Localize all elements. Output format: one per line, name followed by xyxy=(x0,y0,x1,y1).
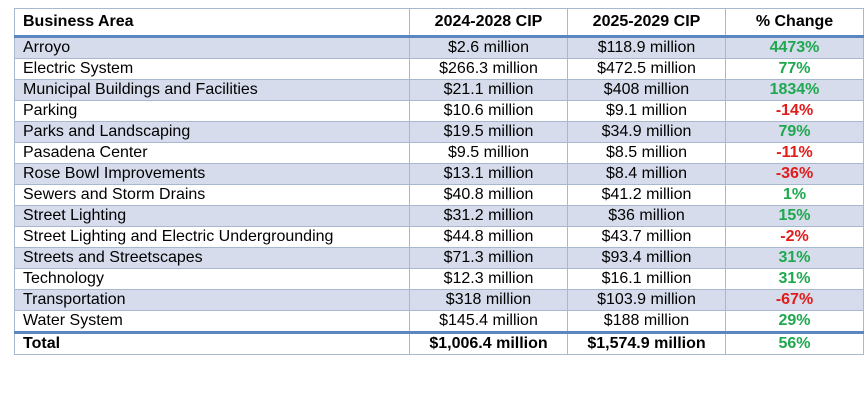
cell-business-area: Streets and Streetscapes xyxy=(14,247,410,269)
cell-2025-2029-cip: $472.5 million xyxy=(567,58,726,80)
table-row: Transportation $318 million $103.9 million… xyxy=(14,289,864,311)
header-2024-2028-cip: 2024-2028 CIP xyxy=(409,8,568,38)
cell-2025-2029-cip: $41.2 million xyxy=(567,184,726,206)
cell-total-label: Total xyxy=(14,331,410,355)
table-row: Street Lighting $31.2 million $36 million 1… xyxy=(14,205,864,227)
cell-2025-2029-cip: $36 million xyxy=(567,205,726,227)
cell-business-area: Pasadena Center xyxy=(14,142,410,164)
cell-2025-2029-cip: $16.1 million xyxy=(567,268,726,290)
cell-business-area: Rose Bowl Improvements xyxy=(14,163,410,185)
table-row: Rose Bowl Improvements $13.1 million $8.4 … xyxy=(14,163,864,185)
cell-2024-2028-cip: $19.5 million xyxy=(409,121,568,143)
cell-2024-2028-cip: $9.5 million xyxy=(409,142,568,164)
header-2025-2029-cip: 2025-2029 CIP xyxy=(567,8,726,38)
cell-2025-2029-cip: $43.7 million xyxy=(567,226,726,248)
cell-2024-2028-cip: $145.4 million xyxy=(409,310,568,333)
cell-percent-change: -67% xyxy=(725,289,864,311)
cell-percent-change: 77% xyxy=(725,58,864,80)
table-body: Arroyo $2.6 million $118.9 million 4473% Ele… xyxy=(14,36,864,355)
total-row: Total $1,006.4 million $1,574.9 million 56% xyxy=(14,331,864,355)
table-row: Parking $10.6 million $9.1 million -14% xyxy=(14,100,864,122)
cell-2024-2028-cip: $10.6 million xyxy=(409,100,568,122)
table-row: Street Lighting and Electric Underground… xyxy=(14,226,864,248)
cell-percent-change: -36% xyxy=(725,163,864,185)
table-row: Municipal Buildings and Facilities $21.1 … xyxy=(14,79,864,101)
cell-business-area: Parking xyxy=(14,100,410,122)
cell-total-percent-change: 56% xyxy=(725,331,864,355)
cell-2024-2028-cip: $31.2 million xyxy=(409,205,568,227)
cell-percent-change: 29% xyxy=(725,310,864,333)
cell-percent-change: 31% xyxy=(725,268,864,290)
cell-percent-change: 31% xyxy=(725,247,864,269)
cell-business-area: Street Lighting and Electric Underground… xyxy=(14,226,410,248)
cell-2024-2028-cip: $12.3 million xyxy=(409,268,568,290)
cell-2025-2029-cip: $8.5 million xyxy=(567,142,726,164)
cell-2024-2028-cip: $71.3 million xyxy=(409,247,568,269)
table-row: Parks and Landscaping $19.5 million $34.9 … xyxy=(14,121,864,143)
cell-business-area: Street Lighting xyxy=(14,205,410,227)
cell-2024-2028-cip: $13.1 million xyxy=(409,163,568,185)
cell-2025-2029-cip: $9.1 million xyxy=(567,100,726,122)
cell-2025-2029-cip: $118.9 million xyxy=(567,36,726,59)
cell-percent-change: 15% xyxy=(725,205,864,227)
cell-business-area: Sewers and Storm Drains xyxy=(14,184,410,206)
cell-2024-2028-cip: $21.1 million xyxy=(409,79,568,101)
cell-business-area: Parks and Landscaping xyxy=(14,121,410,143)
header-row: Business Area 2024-2028 CIP 2025-2029 CI… xyxy=(14,8,864,38)
cell-2025-2029-cip: $8.4 million xyxy=(567,163,726,185)
table-row: Pasadena Center $9.5 million $8.5 million -… xyxy=(14,142,864,164)
table-row: Technology $12.3 million $16.1 million 31% xyxy=(14,268,864,290)
cell-percent-change: 1834% xyxy=(725,79,864,101)
cell-2024-2028-cip: $2.6 million xyxy=(409,36,568,59)
cell-2025-2029-cip: $93.4 million xyxy=(567,247,726,269)
cell-2025-2029-cip: $188 million xyxy=(567,310,726,333)
cell-2024-2028-cip: $266.3 million xyxy=(409,58,568,80)
cell-business-area: Arroyo xyxy=(14,36,410,59)
cell-2024-2028-cip: $318 million xyxy=(409,289,568,311)
cell-percent-change: -11% xyxy=(725,142,864,164)
table-row: Streets and Streetscapes $71.3 million $93… xyxy=(14,247,864,269)
cell-percent-change: -14% xyxy=(725,100,864,122)
table-row: Water System $145.4 million $188 million 29… xyxy=(14,310,864,333)
cell-percent-change: 1% xyxy=(725,184,864,206)
table-row: Arroyo $2.6 million $118.9 million 4473% xyxy=(14,36,864,59)
cell-business-area: Municipal Buildings and Facilities xyxy=(14,79,410,101)
table-row: Electric System $266.3 million $472.5 mill… xyxy=(14,58,864,80)
header-percent-change: % Change xyxy=(725,8,864,38)
table-header: Business Area 2024-2028 CIP 2025-2029 CI… xyxy=(14,8,864,38)
cell-2025-2029-cip: $408 million xyxy=(567,79,726,101)
table-row: Sewers and Storm Drains $40.8 million $41.… xyxy=(14,184,864,206)
cell-percent-change: 79% xyxy=(725,121,864,143)
cip-comparison-table: Business Area 2024-2028 CIP 2025-2029 CI… xyxy=(14,8,864,355)
cell-business-area: Electric System xyxy=(14,58,410,80)
cell-percent-change: 4473% xyxy=(725,36,864,59)
cell-percent-change: -2% xyxy=(725,226,864,248)
cell-business-area: Technology xyxy=(14,268,410,290)
header-business-area: Business Area xyxy=(14,8,410,38)
cell-total-2024-2028-cip: $1,006.4 million xyxy=(409,331,568,355)
cell-business-area: Transportation xyxy=(14,289,410,311)
cell-total-2025-2029-cip: $1,574.9 million xyxy=(567,331,726,355)
cell-business-area: Water System xyxy=(14,310,410,333)
cell-2025-2029-cip: $103.9 million xyxy=(567,289,726,311)
cell-2024-2028-cip: $44.8 million xyxy=(409,226,568,248)
cell-2024-2028-cip: $40.8 million xyxy=(409,184,568,206)
cell-2025-2029-cip: $34.9 million xyxy=(567,121,726,143)
